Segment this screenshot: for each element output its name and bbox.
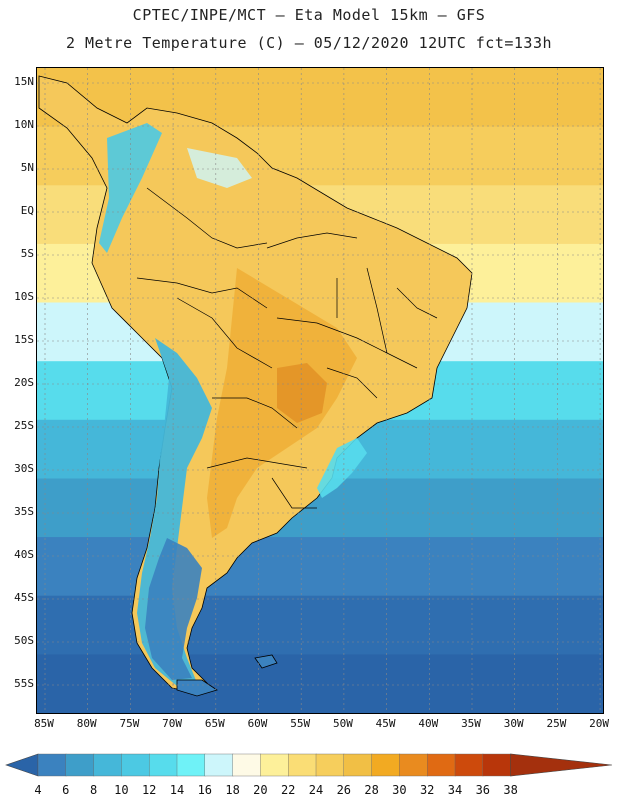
colorbar-label-12: 12 [141, 783, 157, 797]
lat-label-25s: 25S [14, 419, 34, 432]
lat-label-eq: EQ [20, 204, 34, 217]
ocean-band-8 [37, 537, 603, 597]
southeast-coast-cool-patch [317, 438, 367, 498]
map-title-line-1: CPTEC/INPE/MCT – Eta Model 15km – GFS [132, 6, 486, 24]
lat-label-15s: 15S [14, 333, 34, 346]
colorbar-label-4: 4 [34, 783, 42, 797]
amazon-cool-patch [187, 148, 252, 188]
lat-label-20s: 20S [14, 376, 34, 389]
lon-label-50w: 50W [332, 717, 353, 730]
lat-label-5n: 5N [20, 161, 34, 174]
lon-label-45w: 45W [375, 717, 396, 730]
colorbar-label-22: 22 [280, 783, 296, 797]
tierra-del-fuego [176, 679, 218, 697]
lon-label-80w: 80W [76, 717, 97, 730]
lat-label-55s: 55S [14, 677, 34, 690]
colorbar-label-32: 32 [419, 783, 435, 797]
lat-label-10s: 10S [14, 290, 34, 303]
colorbar-segment-3 [93, 753, 123, 777]
colorbar-label-30: 30 [392, 783, 407, 797]
colorbar-segment-10 [288, 753, 317, 777]
lat-label-30s: 30S [14, 462, 34, 475]
colorbar-segment-17 [482, 753, 512, 777]
colorbar-label-8: 8 [89, 783, 98, 797]
colorbar-label-34: 34 [447, 783, 463, 797]
lon-label-40w: 40W [418, 717, 439, 730]
patagonia-cold-region [145, 538, 202, 680]
colorbar-segment-16 [454, 753, 484, 777]
colorbar-label-26: 26 [336, 783, 352, 797]
ocean-band-9 [37, 595, 603, 656]
map-area[interactable] [36, 67, 604, 714]
colorbar-label-28: 28 [364, 783, 379, 797]
lon-label-85w: 85W [34, 717, 54, 730]
colorbar-label-38: 38 [503, 783, 518, 797]
lon-label-30w: 30W [503, 717, 524, 730]
colorbar-segment-12 [343, 753, 373, 777]
lat-lon-grid [37, 68, 603, 713]
colorbar-segment-1 [37, 753, 67, 777]
lat-label-5s: 5S [20, 247, 34, 260]
lon-label-25w: 25W [546, 717, 567, 730]
colorbar-label-24: 24 [308, 783, 324, 797]
lon-label-75w: 75W [119, 717, 140, 730]
lat-label-50s: 50S [14, 634, 34, 647]
colorbar-segment-5 [148, 753, 178, 777]
colorbar-segment-15 [427, 753, 456, 777]
colorbar-segment-7 [204, 753, 234, 777]
lat-label-40s: 40S [14, 548, 34, 561]
temperature-map [37, 68, 603, 713]
lon-label-60w: 60W [247, 717, 268, 730]
colorbar-segment-2 [65, 753, 95, 777]
colorbar-label-18: 18 [225, 783, 240, 797]
lat-label-10n: 10N [14, 118, 34, 131]
lon-label-70w: 70W [162, 717, 183, 730]
falkland-islands [254, 654, 278, 669]
colorbar-label-10: 10 [114, 783, 129, 797]
lat-label-15n: 15N [14, 75, 34, 88]
lon-label-35w: 35W [461, 717, 481, 730]
lon-label-55w: 55W [290, 717, 311, 730]
colorbar-label-6: 6 [62, 783, 70, 797]
colorbar-segment-9 [260, 753, 289, 777]
colorbar-segment-6 [176, 753, 206, 777]
colorbar-label-14: 14 [169, 783, 185, 797]
colorbar-segment-8 [232, 753, 262, 777]
lat-label-45s: 45S [14, 591, 34, 604]
colorbar-left-arrow [5, 753, 39, 777]
ocean-band-0 [37, 68, 603, 128]
lon-label-20w: 20W [589, 717, 610, 730]
colorbar-segment-14 [399, 753, 428, 777]
colorbar-right-arrow [510, 753, 613, 777]
hot-spot-central-brazil [277, 363, 327, 423]
colorbar-label-16: 16 [197, 783, 213, 797]
map-title-line-2: 2 Metre Temperature (C) – 05/12/2020 12U… [65, 34, 553, 52]
colorbar-segment-13 [371, 753, 401, 777]
temperature-colorbar [5, 753, 613, 777]
colorbar-segment-4 [121, 753, 150, 777]
colorbar-label-36: 36 [475, 783, 491, 797]
lon-label-65w: 65W [204, 717, 225, 730]
lat-label-35s: 35S [14, 505, 34, 518]
ocean-band-10 [37, 654, 603, 713]
colorbar-segment-11 [315, 753, 345, 777]
colorbar-label-20: 20 [253, 783, 268, 797]
